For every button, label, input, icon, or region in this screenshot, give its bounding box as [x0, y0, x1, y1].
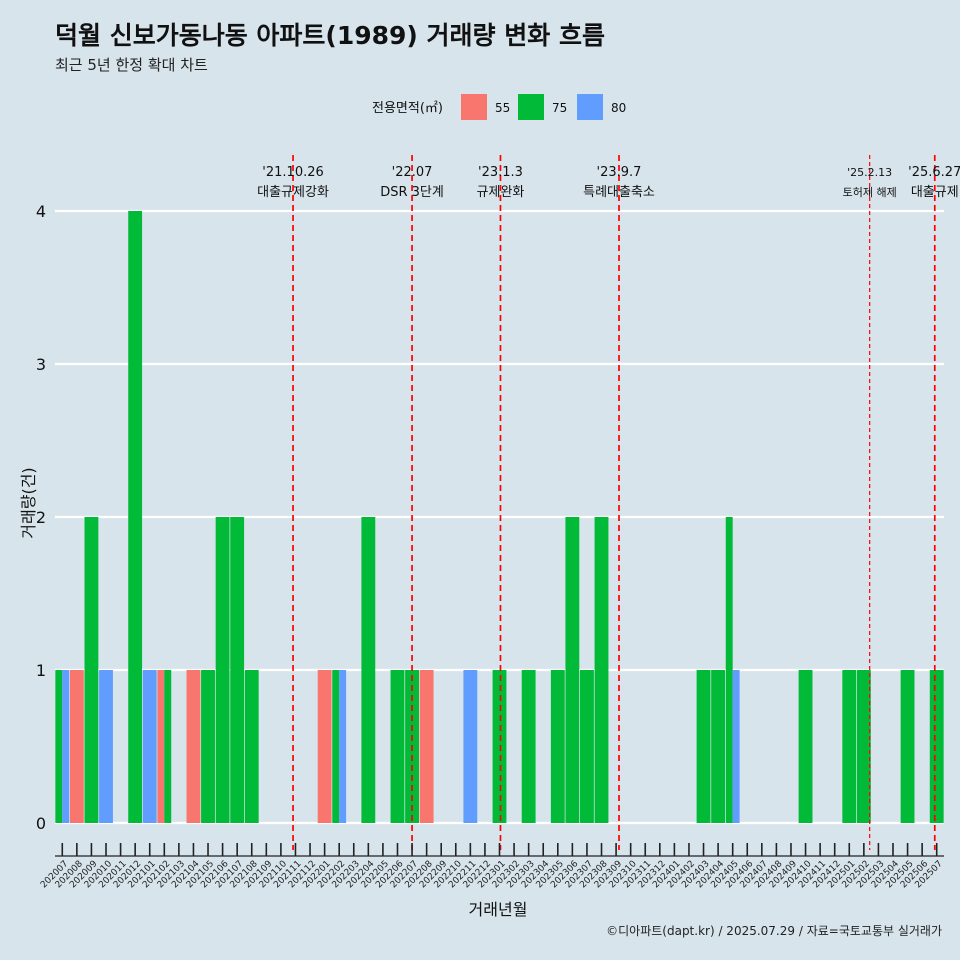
bar-202008-55	[69, 670, 84, 823]
bar-202102-75	[164, 670, 172, 823]
y-tick-label: 3	[36, 355, 46, 374]
bar-202007-75	[55, 670, 63, 823]
event-name-label: 대출규제	[911, 185, 959, 200]
y-tick-label: 1	[36, 661, 46, 680]
bar-202202-75	[332, 670, 340, 823]
legend-title: 전용면적(㎡)	[372, 101, 443, 116]
bar-202211-80	[463, 670, 478, 823]
bar-202202-80	[339, 670, 347, 823]
legend-key-55	[461, 94, 487, 120]
event-date-label: '25.2.13	[847, 166, 892, 179]
bar-202106-75	[215, 517, 230, 823]
source-caption: ©디아파트(dapt.kr) / 2025.07.29 / 자료=국토교통부 실…	[606, 924, 942, 938]
x-axis-title: 거래년월	[469, 900, 528, 919]
bar-202012-75	[128, 211, 143, 823]
event-name-label: 규제완화	[477, 185, 525, 200]
y-tick-label: 4	[36, 202, 46, 221]
y-axis-title: 거래량(건)	[19, 467, 38, 538]
bar-202105-75	[201, 670, 215, 823]
bar-202306-75	[565, 517, 580, 823]
y-tick-label: 0	[36, 814, 46, 833]
event-date-label: '21.10.26	[262, 165, 323, 180]
bar-202301-75	[492, 670, 507, 823]
bar-202107-75	[230, 517, 245, 823]
legend-key-80	[577, 94, 603, 120]
bar-202208-55	[419, 670, 434, 823]
chart-subtitle: 최근 5년 한정 확대 차트	[55, 56, 208, 74]
event-date-label: '22.07	[392, 165, 433, 180]
event-date-label: '23.1.3	[478, 165, 523, 180]
bar-202501-75	[842, 670, 857, 823]
bar-202010-80	[99, 670, 113, 823]
bar-202108-75	[244, 670, 259, 823]
bar-202410-75	[798, 670, 813, 823]
bar-202104-55	[186, 670, 201, 823]
event-date-label: '23.9.7	[597, 165, 642, 180]
legend-label: 75	[552, 101, 567, 115]
bar-202204-75	[361, 517, 376, 823]
bar-202201-55	[317, 670, 332, 823]
bar-202405-75	[725, 517, 733, 823]
chart-title: 덕월 신보가동나동 아파트(1989) 거래량 변화 흐름	[55, 21, 605, 50]
y-tick-label: 2	[36, 508, 46, 527]
legend-label: 55	[495, 101, 510, 115]
bar-202404-75	[711, 670, 726, 823]
event-date-label: '25.6.27	[908, 165, 960, 180]
bar-202303-75	[521, 670, 536, 823]
event-name-label: 토허제 해제	[843, 185, 897, 199]
bar-202308-75	[594, 517, 609, 823]
bar-202507-75	[929, 670, 944, 823]
bar-202206-75	[390, 670, 405, 823]
bar-202403-75	[696, 670, 711, 823]
legend-label: 80	[611, 101, 626, 115]
legend-key-75	[518, 94, 544, 120]
bar-202102-55	[157, 670, 165, 823]
event-name-label: DSR 3단계	[380, 185, 444, 200]
event-name-label: 특례대출축소	[583, 185, 655, 200]
bar-202101-80	[142, 670, 157, 823]
bar-202305-75	[550, 670, 565, 823]
bar-202007-80	[62, 670, 70, 823]
bar-202405-80	[732, 670, 740, 823]
bar-202009-75	[84, 517, 99, 823]
bar-202502-75	[856, 670, 871, 823]
bar-202307-75	[580, 670, 594, 823]
bar-202505-75	[900, 670, 915, 823]
event-name-label: 대출규제강화	[257, 185, 329, 200]
